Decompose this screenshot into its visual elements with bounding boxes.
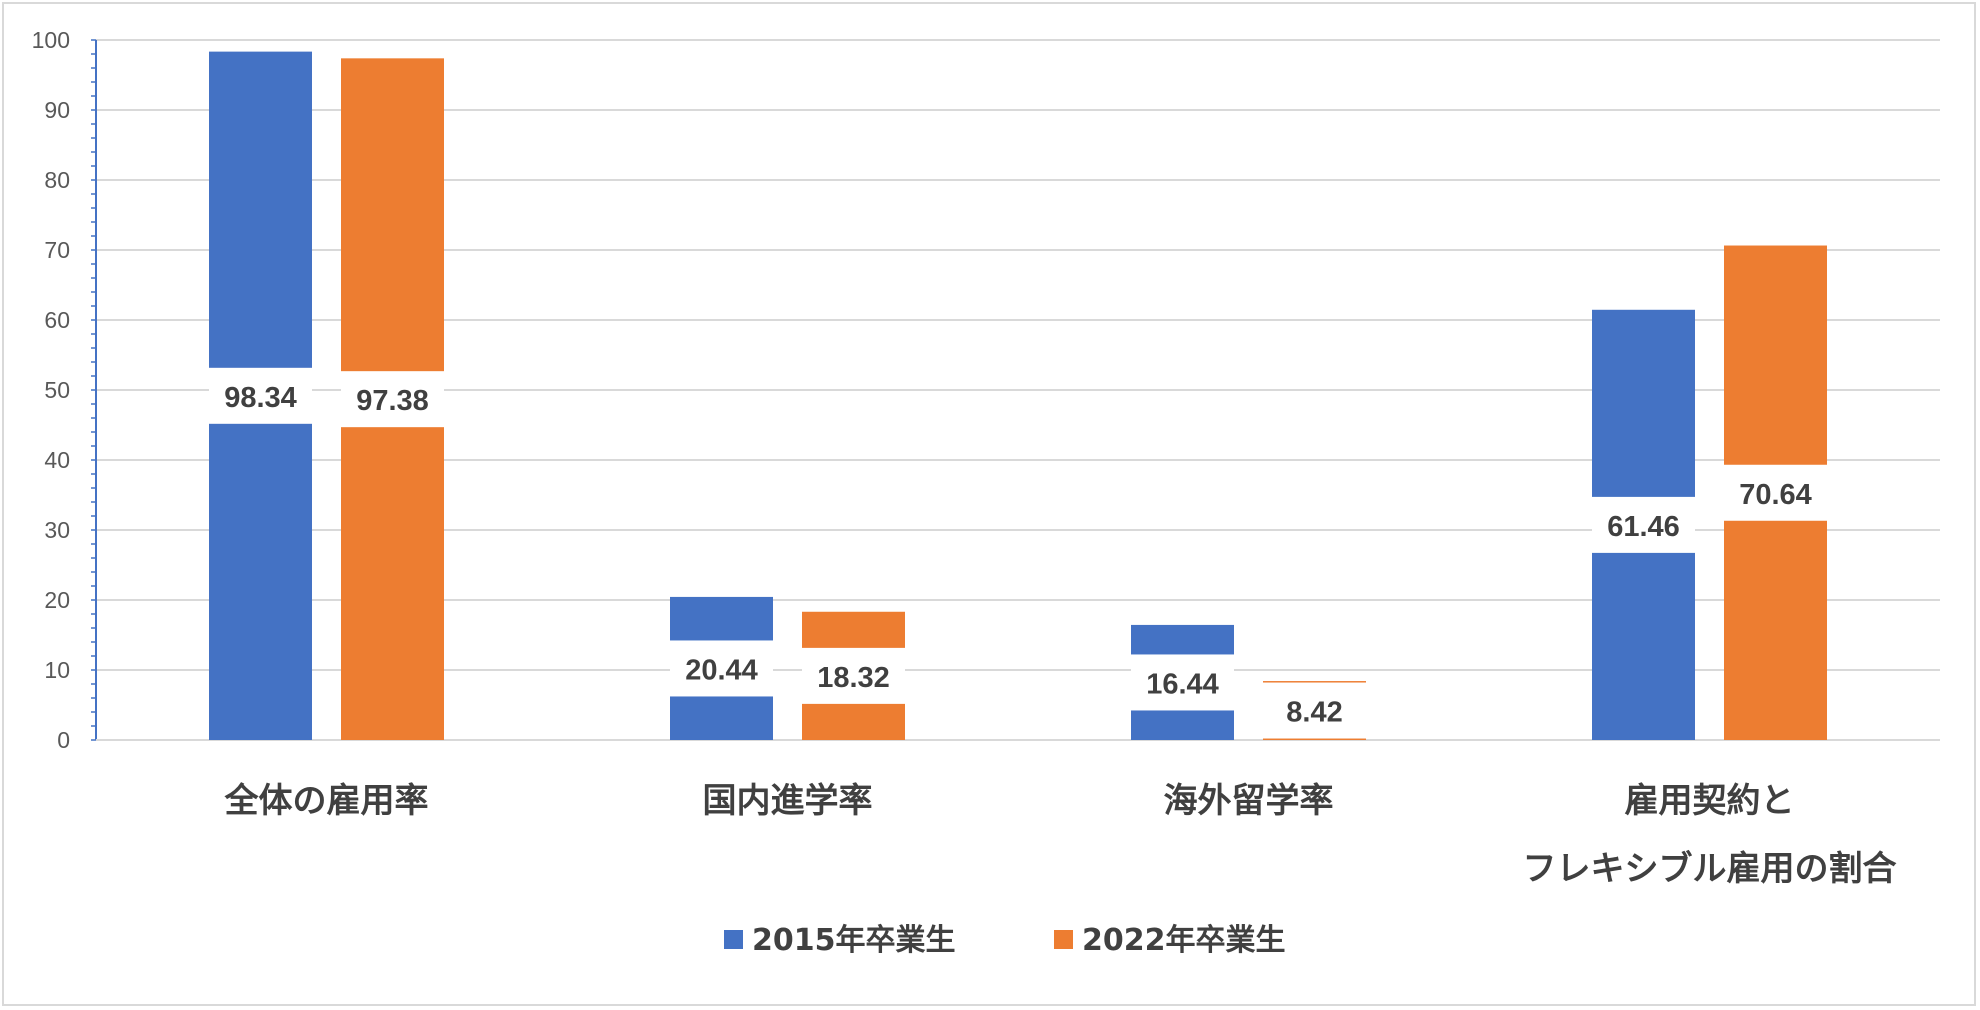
category-label-2: 国内進学率	[703, 781, 873, 821]
y-tick-label-0: 0	[57, 727, 70, 753]
data-label-box-2-3	[1263, 682, 1366, 739]
y-tick-label-50: 50	[44, 377, 70, 403]
legend-swatch-2	[1054, 930, 1073, 949]
y-tick-label-90: 90	[44, 97, 70, 123]
y-tick-label-60: 60	[44, 307, 70, 333]
data-label-box-2-4	[1724, 464, 1827, 521]
category-label-3: 海外留学率	[1164, 781, 1334, 821]
data-label-2-4: 70.64	[1739, 479, 1812, 511]
data-label-2-1: 97.38	[356, 385, 429, 417]
y-tick-label-70: 70	[44, 237, 70, 263]
data-label-1-1: 98.34	[224, 382, 297, 414]
data-label-2-2: 18.32	[817, 662, 890, 694]
data-label-box-1-3	[1131, 654, 1234, 711]
data-label-box-2-1	[341, 371, 444, 428]
data-label-box-1-4	[1592, 496, 1695, 553]
y-tick-label-20: 20	[44, 587, 70, 613]
data-label-box-2-2	[802, 647, 905, 704]
category-label-4-line-1: 雇用契約と	[1625, 781, 1795, 821]
data-label-1-2: 20.44	[685, 654, 758, 686]
data-label-box-1-1	[209, 367, 312, 424]
category-label-1: 全体の雇用率	[224, 781, 429, 821]
data-label-1-4: 61.46	[1607, 511, 1680, 543]
y-tick-label-80: 80	[44, 167, 70, 193]
data-label-2-3: 8.42	[1286, 697, 1342, 729]
y-tick-label-40: 40	[44, 447, 70, 473]
legend-swatch-1	[724, 930, 743, 949]
category-label-4-line-2: フレキシブル雇用の割合	[1523, 849, 1897, 889]
y-tick-label-30: 30	[44, 517, 70, 543]
y-tick-label-100: 100	[32, 27, 70, 53]
legend-label-1: 2015年卒業生	[752, 923, 956, 958]
y-tick-label-10: 10	[44, 657, 70, 683]
legend-label-2: 2022年卒業生	[1082, 923, 1286, 958]
data-label-box-1-2	[670, 640, 773, 697]
data-label-1-3: 16.44	[1146, 668, 1219, 700]
